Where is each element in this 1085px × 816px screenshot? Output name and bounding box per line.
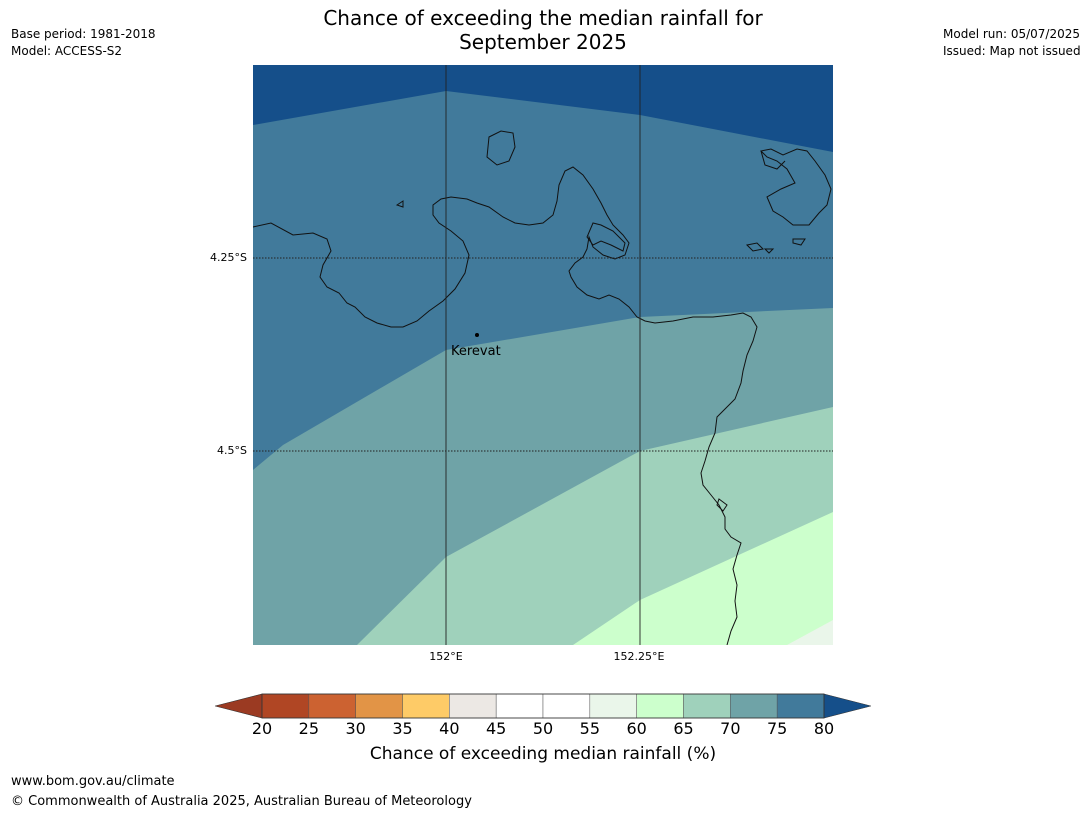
footer-copyright: © Commonwealth of Australia 2025, Austra… bbox=[11, 794, 472, 809]
colorbar-segment bbox=[449, 693, 497, 719]
colorbar-segment bbox=[636, 693, 684, 719]
colorbar-segment bbox=[261, 693, 310, 719]
model-name: Model: ACCESS-S2 bbox=[11, 44, 123, 58]
base-period: Base period: 1981-2018 bbox=[11, 27, 156, 41]
map-title: Chance of exceeding the median rainfall … bbox=[243, 6, 843, 54]
colorbar-segment bbox=[355, 693, 403, 719]
colorbar-frame bbox=[261, 693, 825, 719]
colorbar-segment bbox=[683, 693, 731, 719]
colorbar-tick-label: 60 bbox=[626, 719, 647, 738]
colorbar-tick-label: 40 bbox=[439, 719, 460, 738]
kerevat-marker bbox=[475, 333, 479, 337]
colorbar bbox=[215, 693, 871, 719]
colorbar-segment bbox=[542, 693, 591, 719]
colorbar-tick-label: 70 bbox=[720, 719, 741, 738]
colorbar-high-extend bbox=[823, 693, 871, 719]
title-line-1: Chance of exceeding the median rainfall … bbox=[323, 6, 763, 30]
lat-label-4-5s: 4.5°S bbox=[217, 444, 247, 457]
colorbar-tick-label: 30 bbox=[345, 719, 366, 738]
band-60-65 bbox=[573, 512, 833, 645]
colorbar-tick-label: 55 bbox=[579, 719, 600, 738]
colorbar-segment bbox=[308, 693, 356, 719]
kerevat-label: Kerevat bbox=[451, 344, 501, 359]
coastline bbox=[253, 130, 832, 645]
band-55-60 bbox=[787, 620, 833, 645]
colorbar-tick-label: 75 bbox=[766, 719, 788, 738]
title-line-2: September 2025 bbox=[459, 30, 627, 54]
colorbar-tick-label: 25 bbox=[298, 719, 319, 738]
colorbar-tick-label: 80 bbox=[813, 719, 835, 738]
colorbar-tick-label: 20 bbox=[251, 719, 273, 738]
colorbar-segments bbox=[261, 693, 825, 719]
colorbar-segment bbox=[402, 693, 450, 719]
left-metadata: Base period: 1981-2018 Model: ACCESS-S2 bbox=[11, 26, 156, 60]
colorbar-tick-label: 65 bbox=[673, 719, 694, 738]
lon-label-152-25e: 152.25°E bbox=[613, 650, 665, 663]
lat-label-4-25s: 4.25°S bbox=[210, 251, 247, 264]
rainfall-map: Kerevat bbox=[253, 65, 833, 645]
footer-url: www.bom.gov.au/climate bbox=[11, 774, 175, 789]
colorbar-tick-label: 35 bbox=[392, 719, 413, 738]
colorbar-segment bbox=[495, 693, 544, 719]
colorbar-low-extend bbox=[215, 693, 263, 719]
colorbar-segment bbox=[776, 693, 825, 719]
colorbar-tick-label: 50 bbox=[532, 719, 554, 738]
issued-status: Issued: Map not issued bbox=[943, 44, 1081, 58]
lon-label-152e: 152°E bbox=[429, 650, 463, 663]
graticule bbox=[253, 65, 833, 645]
right-metadata: Model run: 05/07/2025 Issued: Map not is… bbox=[943, 26, 1081, 60]
colorbar-tick-label: 45 bbox=[485, 719, 507, 738]
model-run: Model run: 05/07/2025 bbox=[943, 27, 1081, 41]
colorbar-segment bbox=[589, 693, 637, 719]
colorbar-segment bbox=[730, 693, 778, 719]
colorbar-label: Chance of exceeding median rainfall (%) bbox=[369, 744, 717, 764]
